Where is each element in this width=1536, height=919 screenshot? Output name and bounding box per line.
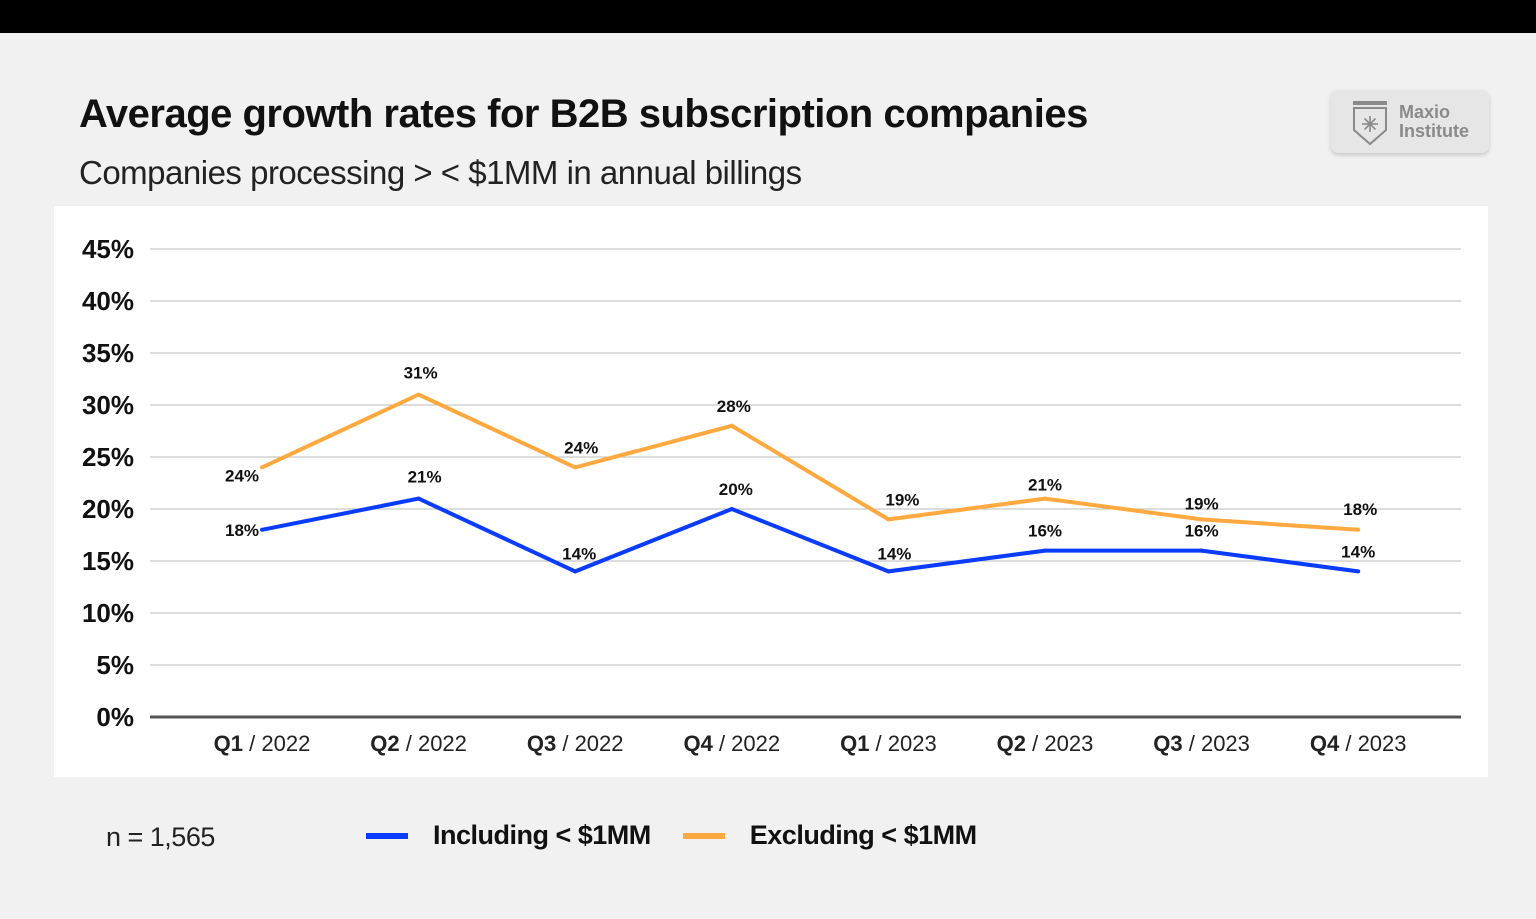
data-point (1199, 517, 1204, 522)
shield-snowflake-icon (1353, 101, 1387, 146)
x-tick-label: Q1 / 2022 (214, 731, 311, 756)
legend-swatch-including (366, 832, 408, 839)
data-point (1356, 527, 1361, 532)
x-tick-label: Q1 / 2023 (840, 731, 937, 756)
data-point (729, 507, 734, 511)
logo-text-line1: Maxio (1399, 102, 1451, 122)
data-label: 14% (877, 544, 911, 563)
y-tick-label: 10% (82, 598, 134, 628)
logo-text: Maxio Institute (1399, 103, 1469, 141)
data-point (1043, 496, 1047, 501)
data-point (573, 569, 578, 574)
chart-card: 0% 5% 10% 15% 20% 25% 30% 35% 40% 45% Q1 / 2022 Q2 … (54, 206, 1488, 777)
series-line-excluding (261, 392, 1359, 532)
legend-label-excluding: Excluding < $1MM (749, 820, 977, 850)
data-point (729, 423, 734, 428)
legend: Including < $1MM Excluding < $1MM (366, 820, 1009, 851)
data-label: 20% (719, 480, 753, 499)
data-point (260, 527, 264, 532)
data-label: 19% (1185, 494, 1219, 513)
chart-title: Average growth rates for B2B subscriptio… (79, 92, 1088, 136)
x-tick-label: Q3 / 2023 (1153, 731, 1250, 756)
legend-item-excluding: Excluding < $1MM (682, 820, 977, 851)
y-tick-label: 5% (96, 650, 134, 680)
legend-swatch-excluding (682, 832, 725, 839)
y-tick-label: 40% (82, 286, 134, 316)
data-label: 18% (1343, 500, 1377, 519)
data-label: 16% (1028, 522, 1062, 541)
x-tick-label: Q2 / 2022 (370, 731, 467, 756)
sample-size-note: n = 1,565 (106, 822, 215, 852)
x-tick-label: Q3 / 2022 (527, 731, 624, 756)
x-tick-label: Q4 / 2022 (683, 731, 780, 756)
data-label: 16% (1185, 522, 1219, 541)
data-label: 24% (564, 438, 598, 457)
data-label: 31% (404, 364, 438, 383)
legend-item-including: Including < $1MM (366, 820, 651, 851)
y-tick-label: 15% (82, 546, 134, 576)
maxio-institute-logo: Maxio Institute (1331, 90, 1489, 153)
legend-label-including: Including < $1MM (433, 820, 651, 850)
y-tick-label: 45% (82, 234, 134, 264)
data-label: 21% (1028, 476, 1062, 495)
y-tick-label: 30% (82, 390, 134, 420)
chart-subtitle: Companies processing > < $1MM in annual … (79, 154, 802, 191)
top-bar (0, 0, 1536, 33)
series-line-including (261, 496, 1359, 574)
data-point (416, 392, 421, 397)
x-tick-label: Q4 / 2023 (1310, 731, 1407, 756)
data-point (886, 517, 891, 522)
y-tick-label: 0% (96, 702, 134, 732)
data-label: 28% (717, 397, 751, 416)
x-tick-label: Q2 / 2023 (997, 731, 1094, 756)
y-tick-label: 20% (82, 494, 134, 524)
data-point (1043, 548, 1047, 553)
data-label: 19% (885, 490, 919, 509)
data-point (260, 465, 264, 470)
data-point (573, 465, 578, 470)
data-label: 14% (1341, 542, 1375, 561)
data-point (1356, 569, 1361, 574)
data-point (886, 569, 891, 574)
line-chart: 0% 5% 10% 15% 20% 25% 30% 35% 40% 45% Q1 / 2022 Q2 … (82, 234, 1461, 756)
data-label: 14% (562, 544, 596, 563)
y-tick-label: 25% (82, 442, 134, 472)
data-label: 18% (225, 521, 259, 540)
data-point (416, 496, 421, 501)
data-point (1199, 548, 1204, 553)
data-label: 24% (225, 466, 259, 485)
y-tick-label: 35% (82, 338, 134, 368)
data-label: 21% (408, 468, 442, 487)
logo-text-line2: Institute (1399, 121, 1469, 141)
